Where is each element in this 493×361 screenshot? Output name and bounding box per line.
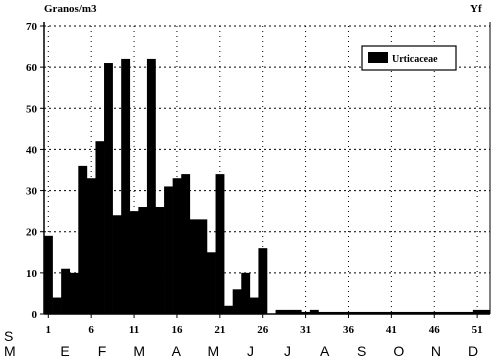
bar [181, 174, 191, 314]
month-label: N [431, 343, 441, 359]
y-tick-label: 70 [26, 21, 38, 33]
bar [241, 272, 251, 314]
axes [40, 22, 491, 318]
bar [129, 211, 139, 314]
bar [472, 309, 482, 314]
bar [86, 178, 96, 314]
bar [309, 309, 319, 314]
bar [104, 63, 113, 315]
y-tick-label: 40 [26, 144, 38, 156]
bar [232, 289, 242, 314]
bar [95, 141, 105, 314]
month-label: S [357, 343, 366, 359]
bar [189, 219, 199, 314]
bar [224, 305, 233, 314]
y-tick-label: 10 [26, 268, 38, 280]
legend-label: Urticaceae [392, 54, 438, 65]
bar [292, 309, 302, 314]
bar [344, 311, 354, 314]
row-label-m: M [4, 343, 16, 359]
bar [327, 311, 336, 314]
x-tick-label: 36 [343, 324, 355, 336]
bar [455, 311, 465, 314]
bar [155, 207, 165, 314]
month-label: D [468, 343, 478, 359]
legend-swatch [368, 52, 388, 63]
x-tick-label: 21 [214, 324, 225, 336]
legend: Urticaceae [361, 45, 457, 71]
month-label: J [247, 343, 254, 359]
x-tick-label: 6 [88, 324, 94, 336]
y-tick-label: 50 [26, 103, 38, 115]
bar [121, 58, 131, 314]
bar [395, 311, 405, 314]
bar [78, 165, 88, 314]
bar [69, 272, 79, 314]
bar [387, 311, 396, 314]
bar [44, 235, 53, 314]
x-tick-label: 51 [472, 324, 483, 336]
bar [335, 311, 345, 314]
x-tick-label: 1 [46, 324, 52, 336]
bar [378, 311, 388, 314]
corner-label: Yf [470, 3, 482, 15]
bar [369, 311, 379, 314]
month-label: A [172, 343, 182, 359]
bars [44, 58, 491, 315]
bar [438, 311, 448, 314]
bar [164, 186, 173, 314]
bar [301, 311, 311, 314]
bar [361, 311, 371, 314]
y-tick-label: 20 [26, 227, 38, 239]
x-tick-label: 41 [386, 324, 397, 336]
bar [464, 311, 474, 314]
bar [447, 311, 456, 314]
bar [61, 268, 71, 314]
bar [412, 311, 422, 314]
bar [318, 311, 328, 314]
bar [258, 248, 268, 314]
bar [429, 311, 439, 314]
bar [481, 309, 491, 314]
row-label-s: S [4, 328, 13, 344]
month-label: E [60, 343, 69, 359]
bar [206, 252, 216, 314]
bar [421, 311, 431, 314]
bar [172, 178, 182, 314]
y-tick-label: 0 [32, 309, 38, 321]
y-tick-label: 60 [26, 62, 38, 74]
x-tick-label: 26 [257, 324, 269, 336]
bar [249, 297, 259, 314]
bar [146, 58, 156, 314]
bar [404, 311, 414, 314]
month-label: J [284, 343, 291, 359]
month-label: A [320, 343, 330, 359]
bar [52, 297, 62, 314]
month-label: M [208, 343, 220, 359]
bar [275, 309, 285, 314]
month-label: F [98, 343, 107, 359]
bar [112, 215, 122, 314]
month-label: M [133, 343, 145, 359]
bar [215, 174, 225, 314]
x-tick-label: 16 [171, 324, 183, 336]
bar [352, 311, 362, 314]
x-tick-label: 11 [129, 324, 139, 336]
x-tick-label: 46 [429, 324, 441, 336]
y-axis-title: Granos/m3 [44, 3, 97, 15]
x-tick-label: 31 [300, 324, 311, 336]
y-tick-label: 30 [26, 186, 38, 198]
bar [138, 207, 148, 314]
bar [198, 219, 208, 314]
bar [284, 309, 294, 314]
month-label: O [393, 343, 404, 359]
